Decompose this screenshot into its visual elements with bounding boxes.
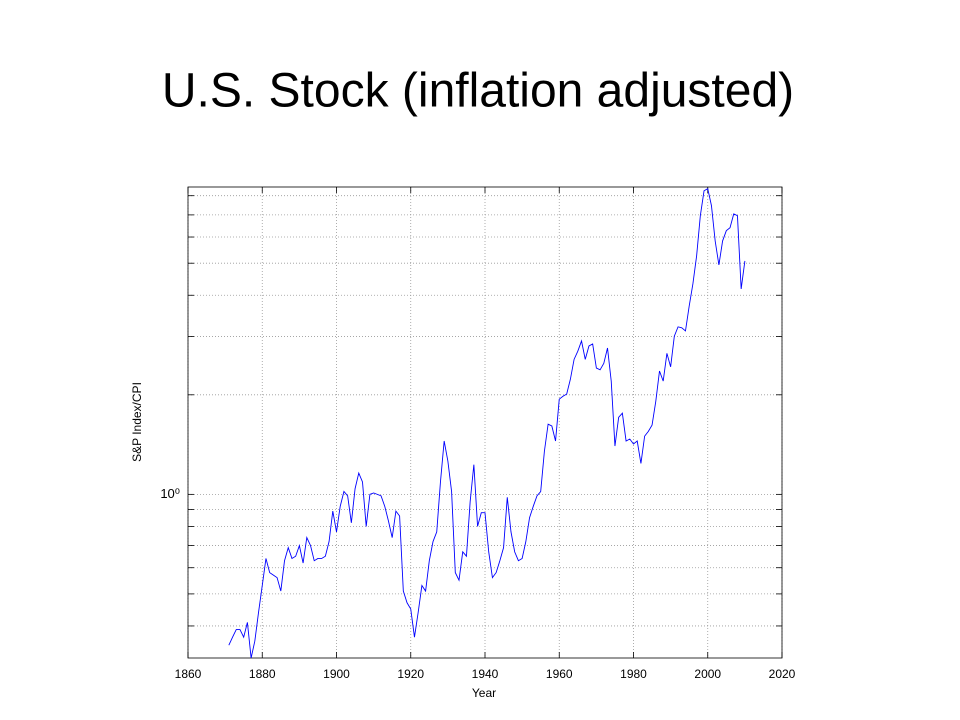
x-tick-label: 1920 bbox=[397, 667, 424, 681]
x-tick-label: 1900 bbox=[323, 667, 350, 681]
x-tick-label: 1960 bbox=[546, 667, 573, 681]
x-tick-label: 1880 bbox=[249, 667, 276, 681]
x-axis-label: Year bbox=[472, 686, 496, 700]
data-line bbox=[228, 188, 746, 659]
x-tick-label: 1940 bbox=[472, 667, 499, 681]
x-tick-label: 2000 bbox=[694, 667, 721, 681]
x-tick-label: 1980 bbox=[620, 667, 647, 681]
y-tick-label: 10⁰ bbox=[160, 486, 180, 501]
x-tick-label: 1860 bbox=[175, 667, 202, 681]
y-axis-label: S&P Index/CPI bbox=[130, 382, 144, 462]
plot-frame bbox=[187, 186, 783, 659]
slide-title: U.S. Stock (inflation adjusted) bbox=[162, 65, 794, 118]
x-tick-label: 2020 bbox=[769, 667, 796, 681]
